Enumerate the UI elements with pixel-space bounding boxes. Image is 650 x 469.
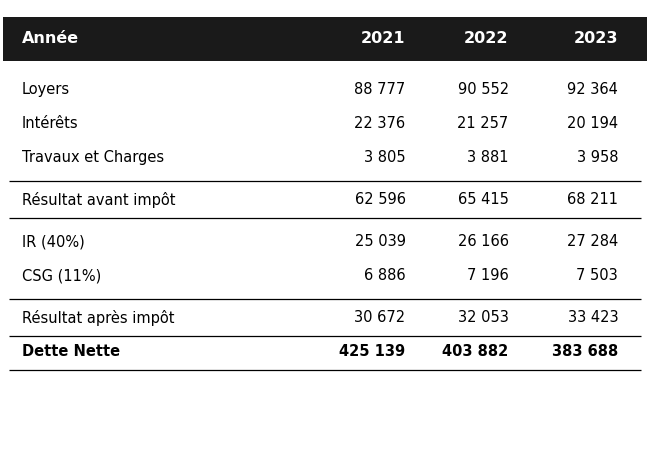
Text: 7 196: 7 196 [467,268,509,283]
Text: 7 503: 7 503 [577,268,618,283]
Text: 2023: 2023 [574,31,618,46]
Text: Année: Année [22,31,79,46]
Text: 33 423: 33 423 [567,310,618,325]
Text: Loyers: Loyers [22,82,70,97]
Text: 383 688: 383 688 [552,344,618,359]
Text: 20 194: 20 194 [567,116,618,131]
Text: 22 376: 22 376 [354,116,406,131]
Text: 88 777: 88 777 [354,82,406,97]
Text: IR (40%): IR (40%) [22,234,85,249]
FancyBboxPatch shape [3,17,647,61]
Text: Résultat après impôt: Résultat après impôt [22,310,175,325]
Text: Intérêts: Intérêts [22,116,79,131]
Text: 30 672: 30 672 [354,310,406,325]
Text: 21 257: 21 257 [458,116,509,131]
Text: 6 886: 6 886 [364,268,406,283]
Text: 3 881: 3 881 [467,150,509,165]
Text: 25 039: 25 039 [354,234,406,249]
Text: 92 364: 92 364 [567,82,618,97]
Text: Résultat avant impôt: Résultat avant impôt [22,191,176,207]
Text: 403 882: 403 882 [443,344,509,359]
Text: Travaux et Charges: Travaux et Charges [22,150,164,165]
Text: 2021: 2021 [361,31,406,46]
Text: 3 805: 3 805 [364,150,406,165]
Text: 425 139: 425 139 [339,344,406,359]
Text: 68 211: 68 211 [567,192,618,207]
Text: 2022: 2022 [464,31,509,46]
Text: 65 415: 65 415 [458,192,509,207]
Text: 26 166: 26 166 [458,234,509,249]
Text: 27 284: 27 284 [567,234,618,249]
Text: 62 596: 62 596 [354,192,406,207]
Text: Dette Nette: Dette Nette [22,344,120,359]
Text: 90 552: 90 552 [458,82,509,97]
Text: 3 958: 3 958 [577,150,618,165]
Text: 32 053: 32 053 [458,310,509,325]
Text: CSG (11%): CSG (11%) [22,268,101,283]
